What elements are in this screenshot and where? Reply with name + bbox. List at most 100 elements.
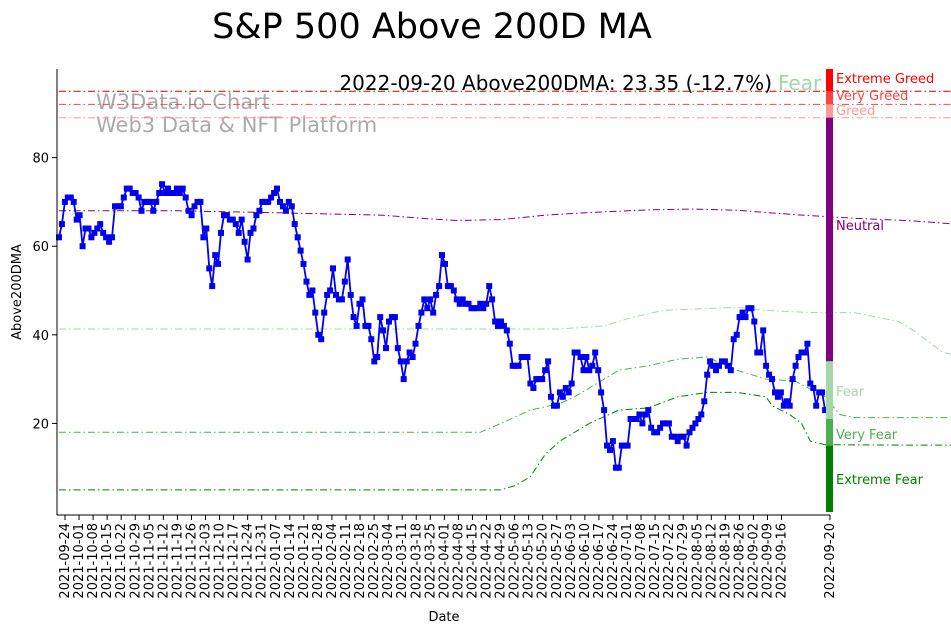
data-point xyxy=(565,389,572,396)
data-point xyxy=(562,385,569,391)
data-point xyxy=(150,207,157,214)
y-tick-label: 60 xyxy=(32,240,49,255)
data-point xyxy=(595,367,602,374)
annotation-level: Fear xyxy=(778,71,822,95)
data-point xyxy=(126,185,133,192)
data-point xyxy=(704,371,711,378)
data-point xyxy=(774,393,781,400)
data-point xyxy=(636,411,643,418)
data-point xyxy=(297,247,304,254)
series-line-above200dma xyxy=(58,181,828,469)
data-point xyxy=(760,327,767,334)
x-tick-label: 2022-01-21 xyxy=(297,523,312,599)
data-point xyxy=(380,327,387,334)
data-point xyxy=(247,229,254,236)
data-point xyxy=(801,349,808,356)
data-point xyxy=(459,296,466,303)
data-point xyxy=(795,354,802,360)
data-point xyxy=(486,283,493,290)
x-tick-label: 2022-04-01 xyxy=(437,523,452,599)
data-point xyxy=(589,362,596,369)
data-point xyxy=(480,305,487,312)
data-point xyxy=(285,198,292,205)
zone-bar-neutral xyxy=(826,117,833,362)
data-point xyxy=(132,190,139,196)
data-point xyxy=(397,358,404,365)
data-point xyxy=(309,287,316,294)
data-point xyxy=(153,198,160,205)
data-point xyxy=(73,216,80,223)
data-point xyxy=(212,252,219,259)
data-point xyxy=(253,212,260,219)
data-point xyxy=(707,358,714,365)
data-point xyxy=(215,260,222,267)
data-point xyxy=(268,194,275,201)
data-point xyxy=(674,438,681,445)
x-tick-label: 2022-04-15 xyxy=(465,523,480,599)
data-point xyxy=(559,393,566,400)
data-point xyxy=(400,376,407,383)
y-tick-label: 80 xyxy=(32,152,49,167)
data-point xyxy=(159,181,166,188)
x-tick-label: 2021-11-12 xyxy=(156,523,171,599)
data-point xyxy=(639,420,646,427)
data-point xyxy=(327,287,334,294)
data-point xyxy=(648,424,655,431)
data-point xyxy=(436,283,443,290)
x-tick-label: 2021-12-17 xyxy=(227,523,242,599)
data-point xyxy=(727,367,734,374)
x-tick-label: 2022-07-08 xyxy=(634,523,649,599)
data-point xyxy=(324,291,331,298)
chart-title: S&P 500 Above 200D MA xyxy=(212,7,652,47)
x-tick-label: 2022-09-20 xyxy=(823,523,838,599)
y-axis-label: Above200DMA xyxy=(10,244,25,340)
data-point xyxy=(819,389,826,396)
data-point xyxy=(165,185,171,192)
data-point xyxy=(415,322,422,329)
data-point xyxy=(176,190,183,196)
data-point xyxy=(804,340,811,347)
data-point xyxy=(748,305,755,312)
data-point xyxy=(353,322,360,329)
data-point xyxy=(377,314,384,321)
data-point xyxy=(368,336,375,343)
data-point xyxy=(716,362,722,369)
data-point xyxy=(209,283,216,290)
data-point xyxy=(686,429,693,436)
data-point xyxy=(695,416,702,422)
data-point xyxy=(162,190,169,196)
data-point xyxy=(58,221,65,228)
data-point xyxy=(539,376,546,383)
data-point xyxy=(586,367,593,374)
x-tick-label: 2022-08-05 xyxy=(690,523,705,599)
zone-bar-greed xyxy=(826,104,833,118)
data-point xyxy=(433,291,440,298)
data-point xyxy=(751,318,758,325)
x-tick-label: 2022-08-12 xyxy=(704,523,719,599)
data-point xyxy=(156,190,163,196)
data-point xyxy=(577,354,584,360)
data-point xyxy=(274,185,280,192)
x-tick-label: 2022-06-24 xyxy=(606,523,621,599)
data-point xyxy=(282,207,289,214)
data-point xyxy=(474,305,481,312)
data-point xyxy=(173,185,180,192)
data-point xyxy=(683,442,690,449)
data-point xyxy=(506,340,513,347)
data-point xyxy=(427,296,434,303)
data-point xyxy=(813,402,820,409)
data-point xyxy=(256,207,263,214)
data-point xyxy=(807,380,814,387)
zone-label-extreme-greed: Extreme Greed xyxy=(836,72,934,87)
zone-label-extreme-fear: Extreme Fear xyxy=(836,473,924,488)
data-point xyxy=(294,234,301,241)
data-point xyxy=(483,300,490,307)
data-point xyxy=(574,349,581,356)
data-point xyxy=(489,296,496,303)
data-point xyxy=(271,190,278,196)
data-point xyxy=(106,238,113,245)
data-point xyxy=(418,309,425,316)
data-point xyxy=(763,362,770,369)
